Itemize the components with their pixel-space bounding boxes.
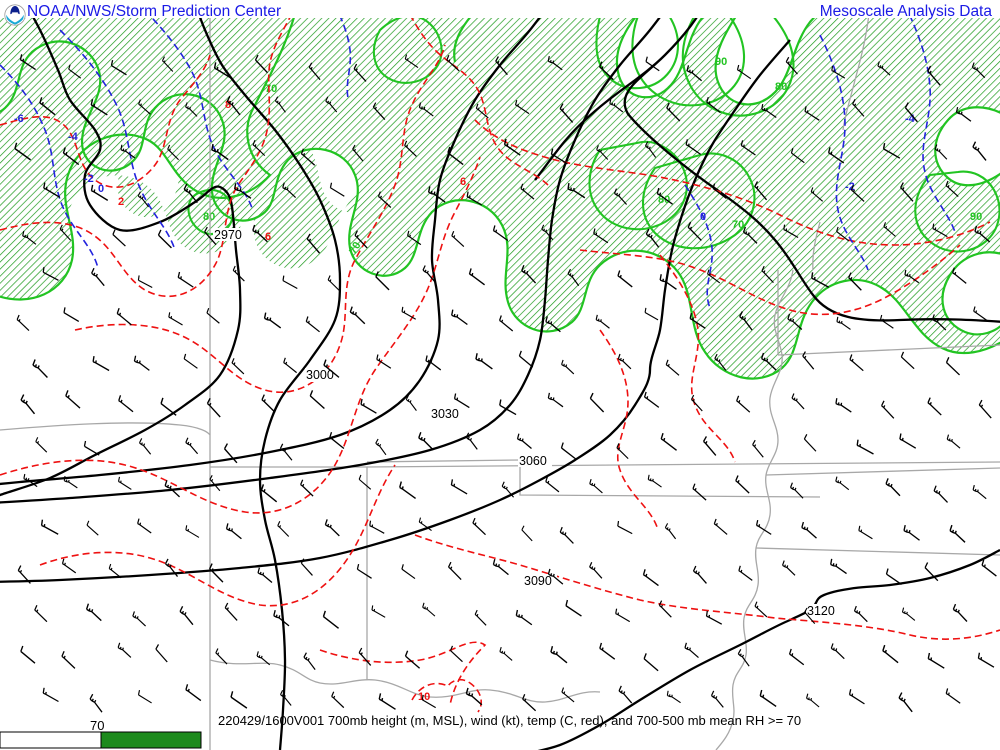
svg-text:0: 0 xyxy=(98,183,104,195)
svg-text:3120: 3120 xyxy=(807,604,835,618)
svg-text:-4: -4 xyxy=(905,113,916,125)
svg-text:6: 6 xyxy=(460,176,466,188)
svg-text:70: 70 xyxy=(265,83,277,95)
svg-text:80: 80 xyxy=(203,211,215,223)
svg-text:80: 80 xyxy=(775,81,787,93)
svg-text:90: 90 xyxy=(715,56,727,68)
svg-text:3090: 3090 xyxy=(524,574,552,588)
svg-text:3060: 3060 xyxy=(519,454,547,468)
svg-text:-2: -2 xyxy=(84,173,94,185)
svg-text:-6: -6 xyxy=(14,113,24,125)
svg-text:-4: -4 xyxy=(68,131,79,143)
svg-text:0: 0 xyxy=(700,211,706,223)
svg-text:70: 70 xyxy=(732,219,744,231)
svg-text:2: 2 xyxy=(118,196,124,208)
svg-text:2970: 2970 xyxy=(214,228,242,242)
svg-text:3030: 3030 xyxy=(431,407,459,421)
svg-text:90: 90 xyxy=(970,211,982,223)
